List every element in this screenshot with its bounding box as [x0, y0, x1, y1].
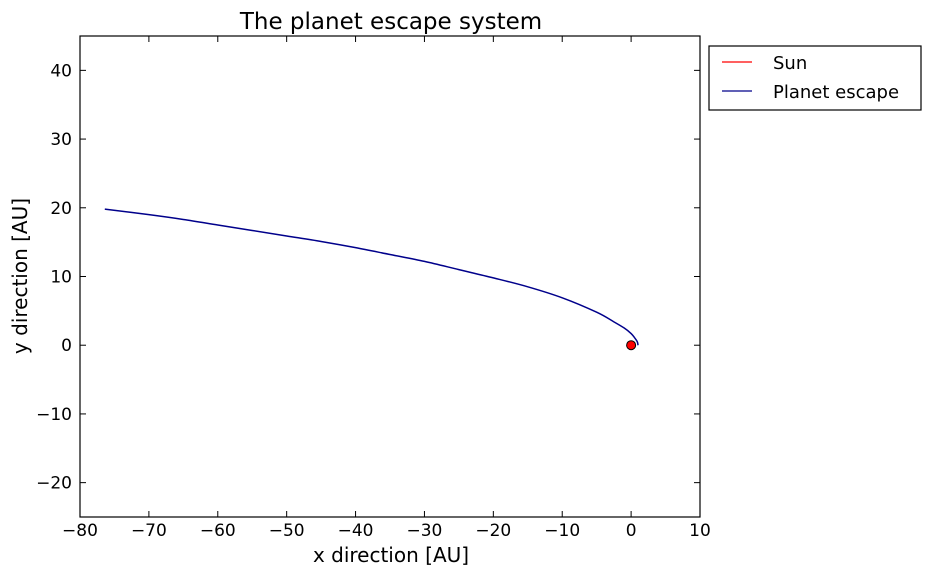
y-tick-label: −20	[36, 474, 72, 494]
legend-box	[708, 45, 922, 111]
series-layer	[104, 208, 639, 351]
y-tick-label: 40	[50, 61, 72, 81]
x-tick-label: −40	[338, 521, 374, 541]
chart-title: The planet escape system	[239, 9, 542, 35]
planet-escape-line	[104, 208, 639, 346]
y-tick-label: 0	[61, 336, 72, 356]
legend-planet-label: Planet escape	[773, 82, 899, 103]
x-tick-label: −30	[406, 521, 442, 541]
y-tick-label: 30	[50, 130, 72, 150]
y-tick-label: 20	[50, 199, 72, 219]
y-tick-label: 10	[50, 268, 72, 288]
x-tick-label: −10	[544, 521, 580, 541]
ticks-layer: −80 −70 −60 −50 −40 −30 −20 −10 0 10 −20 −10 0 10 20 30…	[36, 36, 711, 541]
y-tick-label: −10	[36, 405, 72, 425]
plot-background	[80, 36, 700, 517]
x-tick-label: 0	[626, 521, 637, 541]
x-tick-label: −70	[131, 521, 167, 541]
x-tick-label: −20	[475, 521, 511, 541]
y-axis-label: y direction [AU]	[8, 198, 32, 354]
x-tick-label: −50	[269, 521, 305, 541]
legend: Sun Planet escape	[708, 45, 922, 111]
plot-area: −80 −70 −60 −50 −40 −30 −20 −10 0 10 −20 −10 0 10 20 30…	[36, 35, 711, 541]
x-axis-label: x direction [AU]	[313, 543, 469, 567]
x-tick-label: 10	[689, 521, 711, 541]
sun-marker	[626, 340, 637, 351]
x-tick-label: −80	[62, 521, 98, 541]
x-tick-label: −60	[200, 521, 236, 541]
legend-sun-label: Sun	[773, 53, 807, 74]
